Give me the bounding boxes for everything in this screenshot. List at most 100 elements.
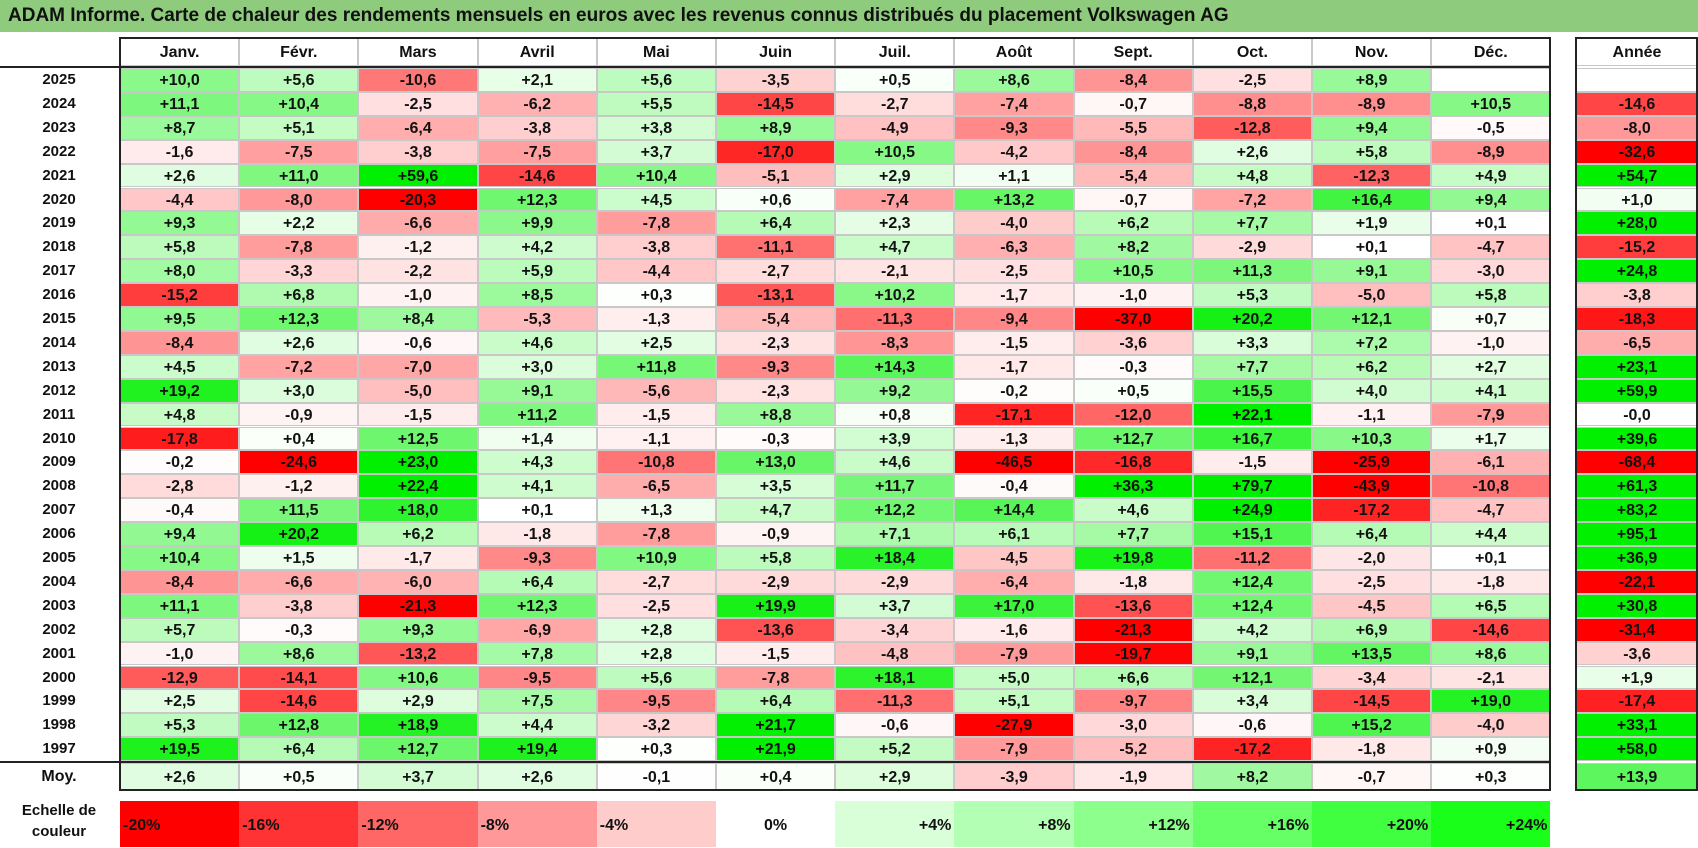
year-label: 2017 [42,262,76,280]
heatmap-cell: -4,8 [835,641,955,666]
year-label: 2009 [42,453,76,471]
heatmap-cell: +0,7 [1431,307,1551,331]
heatmap-cell: -46,5 [954,450,1074,475]
heatmap-cell: +8,9 [1312,68,1432,92]
heatmap-cell: +10,4 [239,91,359,116]
annual-cell: +33,1 [1576,713,1698,738]
heatmap-cell: +5,1 [954,689,1074,714]
heatmap-cell: -4,9 [835,115,955,140]
month-header: Févr. [239,38,359,66]
heatmap-cell: -5,4 [716,307,836,331]
heatmap-cell: -8,9 [1312,91,1432,116]
heatmap-cell: +0,3 [596,737,716,762]
heatmap-cell: -14,1 [239,665,359,690]
heatmap-cell: +4,8 [120,402,240,427]
heatmap-cell: +2,8 [596,617,716,642]
heatmap-cell: -1,6 [120,139,240,164]
heatmap-cell: +8,2 [1073,235,1193,260]
heatmap-cell: -25,9 [1312,450,1432,475]
heatmap-cell: +9,9 [477,211,597,236]
annual-cell: +54,7 [1576,163,1698,188]
heatmap-cell: -7,9 [1431,402,1551,427]
heatmap-cell: -7,9 [954,641,1074,666]
heatmap-cell: -6,5 [596,474,716,499]
year-label: 2005 [42,549,76,566]
month-header: Mars [358,38,478,66]
heatmap-cell: -1,5 [596,402,716,427]
heatmap-cell: -1,5 [954,330,1074,355]
heatmap-cell: -2,2 [358,259,478,284]
heatmap-cell: +11,1 [120,91,240,116]
heatmap-cell: -0,9 [716,522,836,546]
heatmap-cell: +4,2 [477,235,597,260]
heatmap-cell: -7,0 [358,354,478,379]
heatmap-cell: -17,1 [954,402,1074,427]
year-label: 2001 [42,644,76,662]
heatmap-cell: +4,1 [1431,378,1551,403]
heatmap-cell: +1,5 [239,546,359,570]
heatmap-cell: +12,2 [835,498,955,523]
heatmap-cell: -8,3 [835,330,955,355]
heatmap-cell: -4,4 [120,187,240,212]
heatmap-cell: +2,9 [835,163,955,188]
heatmap-cell: +7,2 [1312,330,1432,355]
color-scale-swatch: +24% [1431,801,1551,847]
color-scale-swatch: -8% [477,801,597,847]
heatmap-cell: +10,5 [835,139,955,164]
heatmap-cell: -2,5 [358,91,478,116]
heatmap-cell: -9,3 [477,546,597,570]
average-cell: +0,5 [239,763,359,790]
heatmap-cell: +16,4 [1312,187,1432,212]
average-cell: -3,9 [954,763,1074,790]
heatmap-cell: +1,3 [596,498,716,523]
average-cell: +3,7 [358,763,478,790]
heatmap-cell: +11,3 [1192,259,1312,284]
heatmap-cell: +21,9 [716,737,836,762]
heatmap-cell: -20,3 [358,187,478,212]
month-header: Janv. [120,38,240,66]
month-header: Juin [716,38,836,66]
year-label: 2023 [42,118,76,136]
heatmap-cell: -3,8 [358,139,478,164]
heatmap-cell: +12,7 [1073,426,1193,451]
year-label: 2003 [42,596,76,614]
color-scale-swatch: -12% [358,801,478,847]
heatmap-cell: +21,7 [716,713,836,738]
heatmap-cell: -1,8 [1312,737,1432,762]
heatmap-cell: +6,2 [1073,211,1193,236]
heatmap-cell: +0,3 [596,283,716,307]
heatmap-cell: -0,4 [120,498,240,523]
heatmap-cell: -24,6 [239,450,359,475]
heatmap-cell: +4,3 [477,450,597,475]
color-scale-swatch: +8% [954,801,1074,847]
heatmap-cell: -6,4 [954,569,1074,594]
heatmap-cell: +10,2 [835,283,955,307]
heatmap-cell: -2,9 [1192,235,1312,260]
annual-cell: +1,0 [1576,187,1698,212]
heatmap-cell: -17,2 [1312,498,1432,523]
month-header: Mai [596,38,716,66]
heatmap-cell: -9,5 [477,665,597,690]
heatmap-cell: +4,7 [835,235,955,260]
heatmap-cell: -1,8 [1431,569,1551,594]
heatmap-cell: -2,7 [596,569,716,594]
heatmap-cell: -3,8 [596,235,716,260]
heatmap-cell: -1,0 [120,641,240,666]
heatmap-cell: -2,0 [1312,546,1432,570]
heatmap-cell: +10,4 [596,163,716,188]
heatmap-cell: +19,8 [1073,546,1193,570]
heatmap-cell: -1,5 [716,641,836,666]
heatmap-cell: +7,8 [477,641,597,666]
heatmap-cell: +18,9 [358,713,478,738]
heatmap-cell: +19,4 [477,737,597,762]
heatmap-cell: -6,9 [477,617,597,642]
annual-cell: +83,2 [1576,498,1698,523]
heatmap-cell: -3,0 [1073,713,1193,738]
annual-cell: -14,6 [1576,91,1698,116]
heatmap-cell: -13,6 [716,617,836,642]
heatmap-cell: +0,1 [1312,235,1432,260]
heatmap-cell: -2,7 [716,259,836,284]
year-label: 2021 [42,166,76,184]
heatmap-cell: +79,7 [1192,474,1312,499]
heatmap-cell: -14,5 [1312,689,1432,714]
